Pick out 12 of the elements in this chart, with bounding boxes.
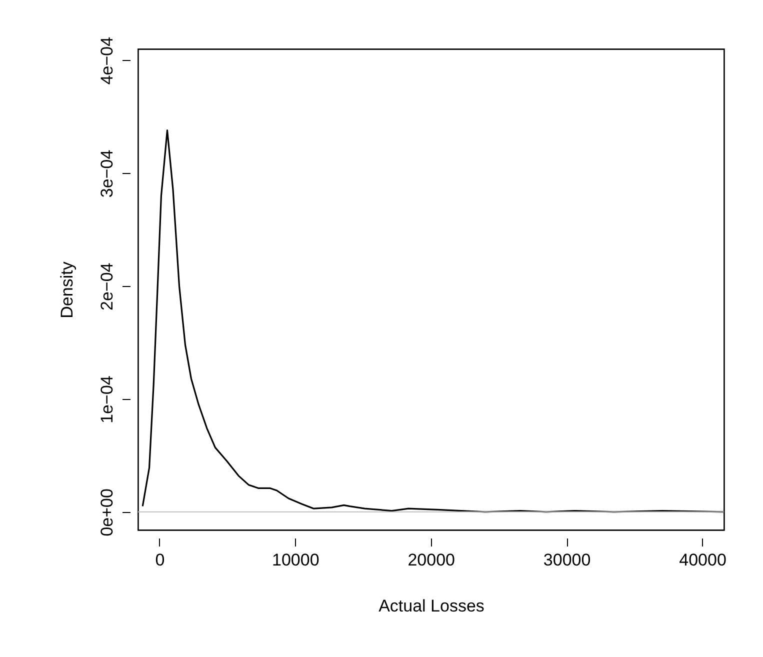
y-tick-label: 4e−04 — [98, 36, 116, 85]
y-tick-label: 0e+00 — [98, 488, 116, 536]
y-tick-label: 1e−04 — [98, 376, 116, 424]
x-tick-label: 20000 — [408, 550, 456, 570]
x-tick-label: 40000 — [679, 550, 726, 570]
x-tick-label: 10000 — [272, 550, 320, 570]
x-tick-label: 30000 — [543, 550, 591, 570]
y-tick-label: 2e−04 — [98, 262, 116, 310]
x-axis-title: Actual Losses — [378, 596, 484, 616]
y-tick-label: 3e−04 — [98, 150, 116, 198]
x-tick-label: 0 — [155, 550, 165, 570]
y-axis-title: Density — [58, 261, 76, 318]
